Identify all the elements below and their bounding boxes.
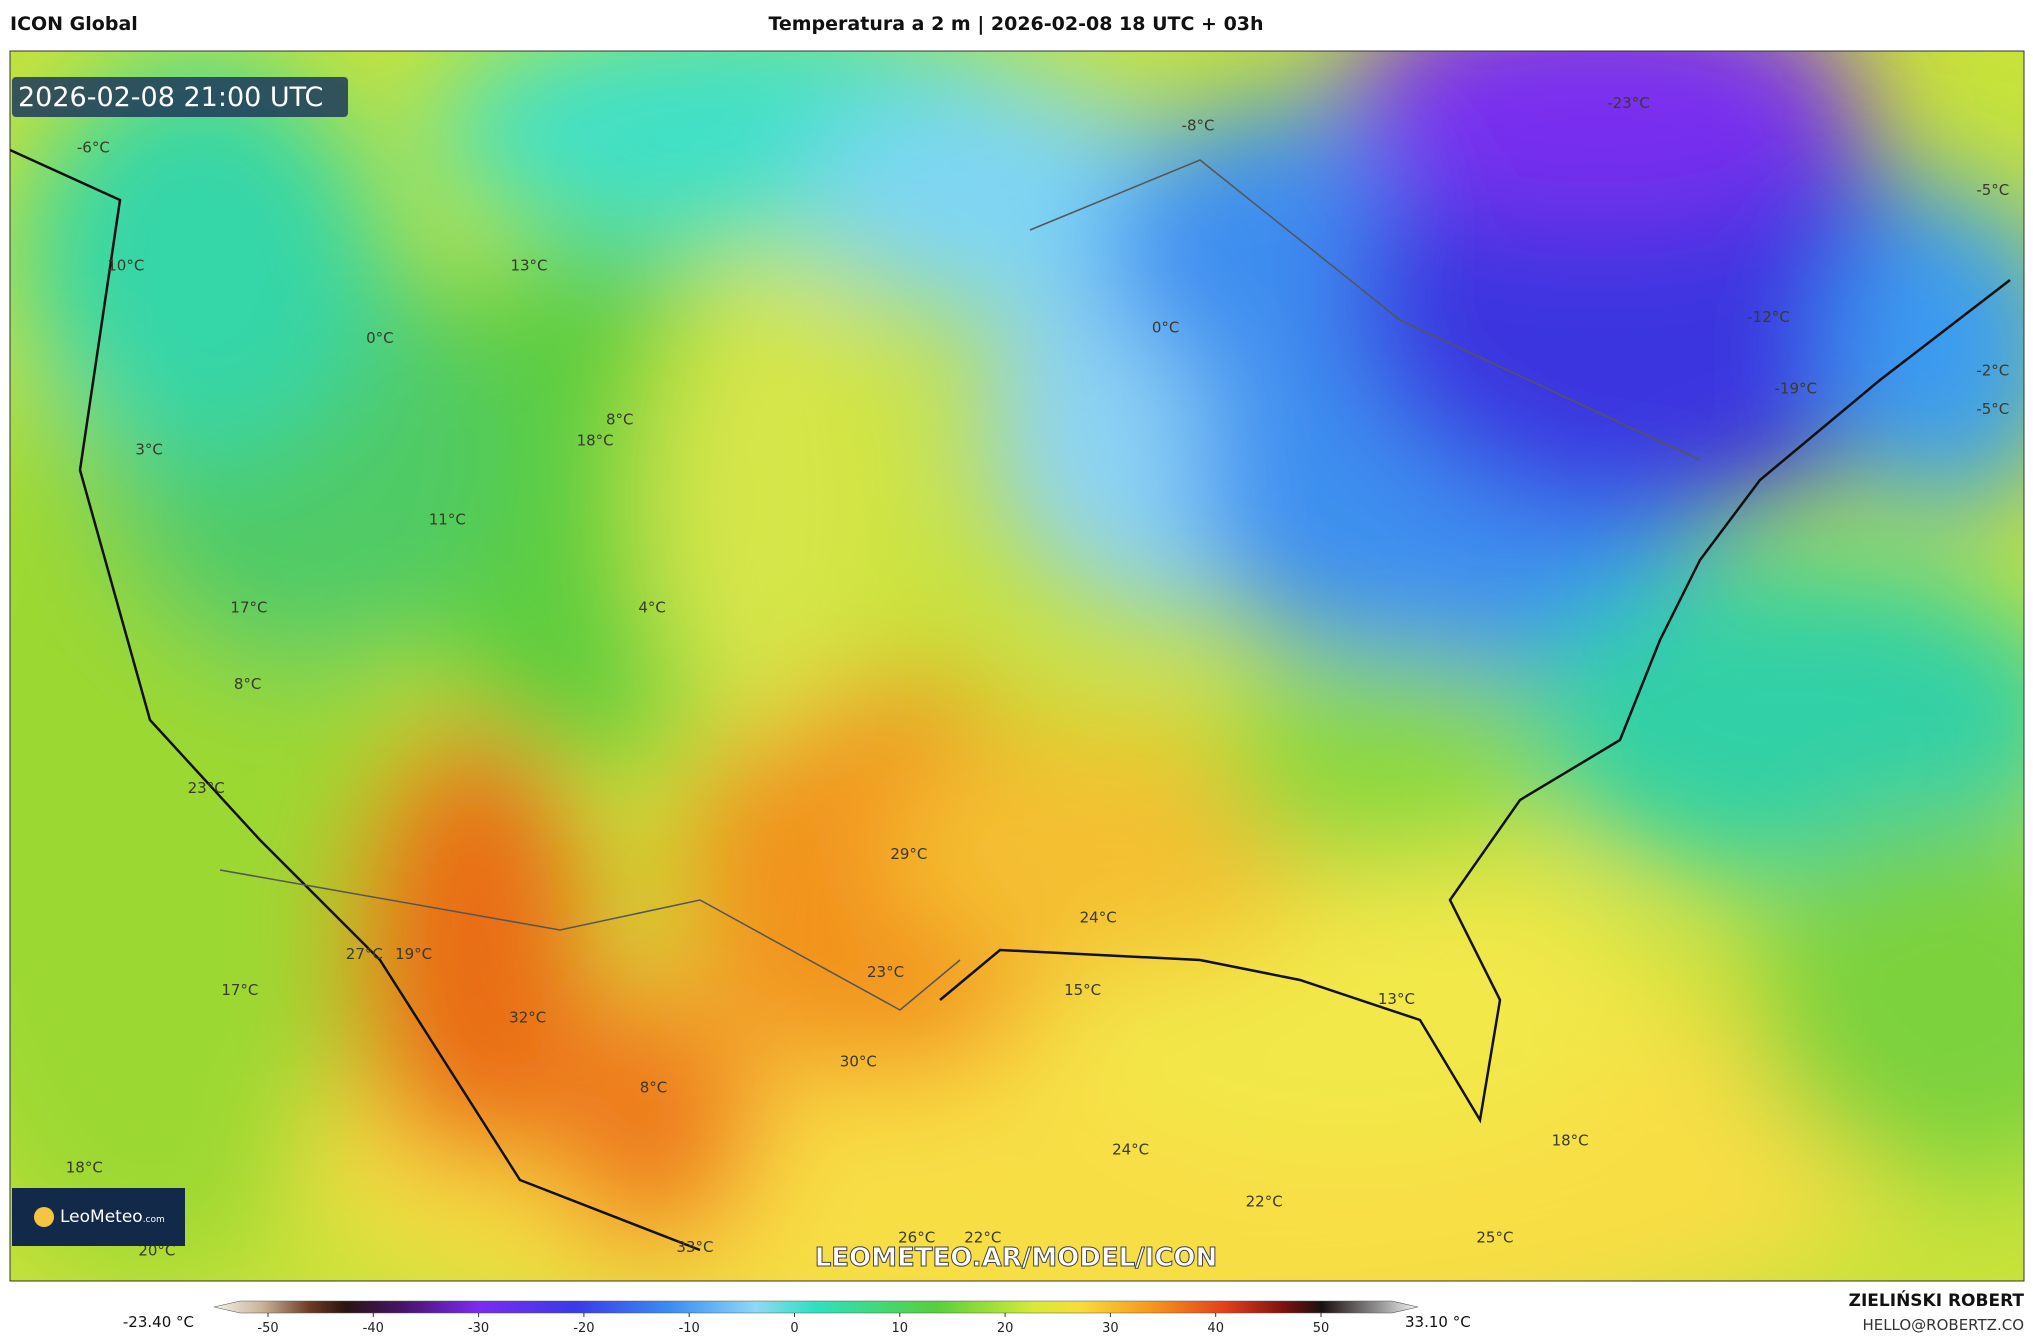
temperature-label: 17°C — [230, 599, 267, 617]
colorbar-tick-label: -40 — [363, 1321, 384, 1336]
temperature-label: 25°C — [1476, 1229, 1513, 1247]
temperature-label: 32°C — [509, 1008, 546, 1026]
temperature-label: 8°C — [640, 1078, 668, 1096]
colorbar-tick-label: 0 — [790, 1321, 798, 1336]
temperature-label: 11°C — [429, 510, 466, 528]
colorbar-tick-label: 10 — [892, 1321, 909, 1336]
temperature-label: 18°C — [66, 1159, 103, 1177]
temperature-label: 24°C — [1112, 1141, 1149, 1159]
temperature-label: 18°C — [577, 431, 614, 449]
colorbar — [213, 1300, 1419, 1314]
colorbar-tick-label: 40 — [1207, 1321, 1224, 1336]
temperature-label: -8°C — [1182, 116, 1215, 134]
temperature-label: -23°C — [1607, 94, 1649, 112]
author: ZIELIŃSKI ROBERT — [1849, 1289, 2025, 1311]
temperature-label: 8°C — [234, 675, 262, 693]
temperature-label: -2°C — [1976, 361, 2009, 379]
watermark: LEOMETEO.AR/MODEL/ICON — [815, 1243, 1218, 1273]
temperature-label: 23°C — [188, 779, 225, 797]
map-title: Temperatura a 2 m | 2026-02-08 18 UTC + … — [768, 13, 1263, 35]
logo-name: LeoMeteo — [60, 1207, 143, 1227]
temperature-label: 29°C — [890, 845, 927, 863]
logo: LeoMeteo.com — [60, 1207, 165, 1227]
temperature-label: -6°C — [77, 138, 110, 156]
temperature-label: 3°C — [135, 440, 163, 458]
colorbar-tick-label: 50 — [1313, 1321, 1330, 1336]
temperature-label: 23°C — [867, 963, 904, 981]
colorbar-tick-label: 20 — [997, 1321, 1014, 1336]
colorbar-tick-label: -50 — [257, 1321, 278, 1336]
colorbar-tick-label: 30 — [1102, 1321, 1119, 1336]
timestamp-box — [12, 77, 348, 117]
temperature-labels: -6°C 10°C 13°C 0°C 3°C 8°C 18°C 11°C 17°C 4°C 8°C 2… — [66, 94, 2010, 1259]
model-name: ICON Global — [10, 13, 138, 35]
temperature-label: 4°C — [638, 599, 666, 617]
temperature-label: 26°C — [898, 1229, 935, 1247]
temperature-label: 30°C — [840, 1052, 877, 1070]
contact: HELLO@ROBERTZ.CO — [1862, 1316, 2024, 1334]
colorbar-tick-label: -10 — [679, 1321, 700, 1336]
colorbar-min: -23.40 °C — [123, 1313, 194, 1331]
temperature-label: -5°C — [1976, 400, 2009, 418]
temperature-label: 22°C — [1246, 1192, 1283, 1210]
temperature-label: 22°C — [964, 1229, 1001, 1247]
temperature-label: 0°C — [366, 329, 394, 347]
temperature-label: 20°C — [138, 1242, 175, 1260]
temperature-label: 24°C — [1080, 908, 1117, 926]
temperature-label: 10°C — [107, 256, 144, 274]
colorbar-tick-label: -20 — [573, 1321, 594, 1336]
temperature-label: 18°C — [1552, 1131, 1589, 1149]
temperature-label: -5°C — [1976, 181, 2009, 199]
temperature-label: -19°C — [1774, 379, 1816, 397]
temperature-label: 15°C — [1064, 981, 1101, 999]
colorbar-ticks: -50 -40 -30 -20 -10 0 10 20 30 40 50 — [257, 1313, 1329, 1336]
temperature-label: 13°C — [510, 256, 547, 274]
temperature-label: 19°C — [395, 945, 432, 963]
temperature-label: 8°C — [606, 411, 634, 429]
temperature-label: 27°C — [346, 945, 383, 963]
temperature-label: 17°C — [221, 981, 258, 999]
colorbar-tick-label: -30 — [468, 1321, 489, 1336]
temperature-label: -12°C — [1747, 308, 1789, 326]
colorbar-max: 33.10 °C — [1405, 1313, 1471, 1331]
temperature-label: 33°C — [676, 1238, 713, 1256]
timestamp: 2026-02-08 21:00 UTC — [18, 82, 323, 113]
temperature-label: 13°C — [1378, 990, 1415, 1008]
temperature-label: 0°C — [1152, 319, 1180, 337]
logo-suffix: .com — [143, 1215, 165, 1225]
